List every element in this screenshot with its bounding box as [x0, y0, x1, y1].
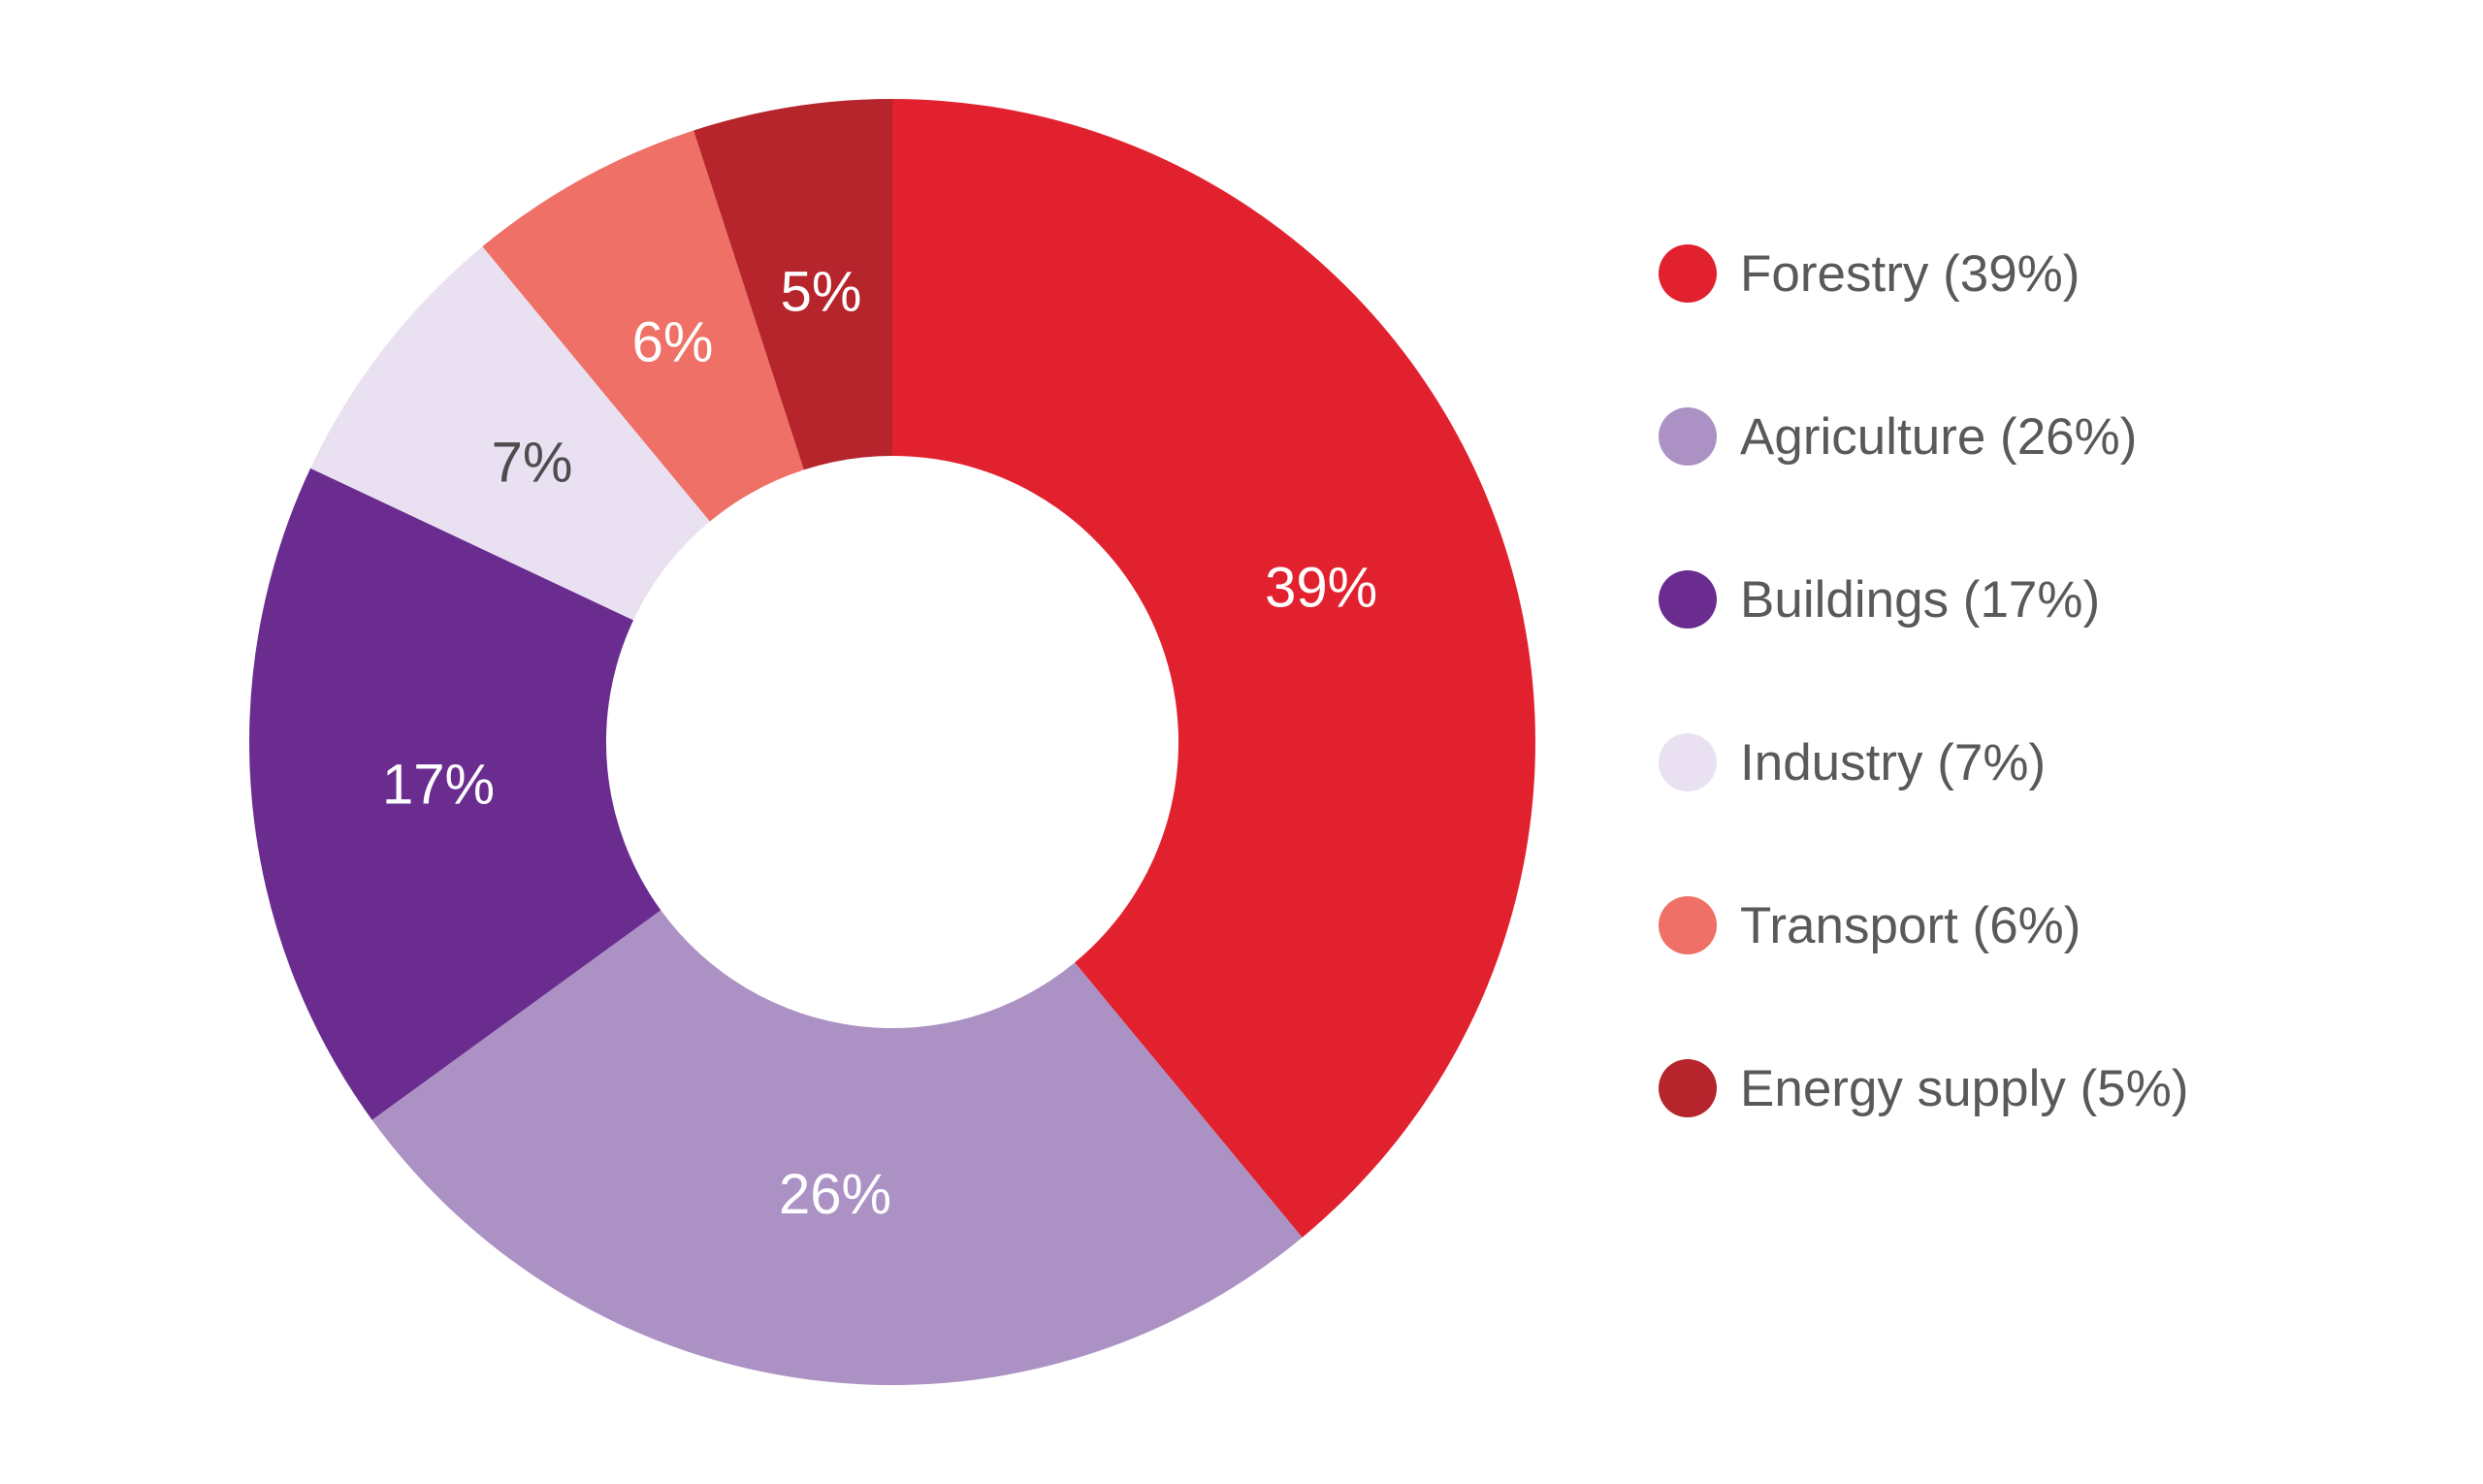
slice-label-energy-supply: 5%: [781, 260, 862, 323]
legend-swatch-icon: [1659, 1059, 1717, 1117]
legend-item-energy-supply: Energy supply (5%): [1659, 1059, 2188, 1117]
slice-industry: [310, 246, 710, 621]
legend-label: Forestry (39%): [1740, 244, 2080, 303]
legend-item-agriculture: Agriculture (26%): [1659, 407, 2188, 466]
legend-swatch-icon: [1659, 570, 1717, 629]
legend-swatch-icon: [1659, 896, 1717, 954]
slice-forestry: [892, 99, 1535, 1238]
legend-label: Buildings (17%): [1740, 570, 2101, 629]
legend-label: Agriculture (26%): [1740, 407, 2138, 466]
slice-label-industry: 7%: [492, 431, 573, 494]
legend-swatch-icon: [1659, 407, 1717, 466]
slice-label-forestry: 39%: [1265, 556, 1377, 619]
slice-label-agriculture: 26%: [779, 1163, 891, 1226]
legend: Forestry (39%) Agriculture (26%) Buildings…: [1659, 244, 2188, 1117]
slice-energy-supply: [693, 99, 892, 470]
legend-label: Industry (7%): [1740, 733, 2047, 791]
legend-swatch-icon: [1659, 244, 1717, 303]
donut-slice-labels: 39% 26% 17% 7% 6% 5%: [382, 260, 1377, 1226]
donut-slices: [249, 99, 1535, 1385]
legend-label: Energy supply (5%): [1740, 1059, 2189, 1117]
legend-swatch-icon: [1659, 733, 1717, 791]
slice-label-transport: 6%: [632, 311, 714, 374]
slice-transport: [482, 130, 804, 522]
slice-buildings: [249, 468, 661, 1120]
legend-item-forestry: Forestry (39%): [1659, 244, 2188, 303]
legend-item-transport: Transport (6%): [1659, 896, 2188, 954]
legend-item-industry: Industry (7%): [1659, 733, 2188, 791]
slice-label-buildings: 17%: [382, 754, 495, 817]
legend-item-buildings: Buildings (17%): [1659, 570, 2188, 629]
legend-label: Transport (6%): [1740, 896, 2081, 954]
slice-agriculture: [371, 910, 1303, 1385]
